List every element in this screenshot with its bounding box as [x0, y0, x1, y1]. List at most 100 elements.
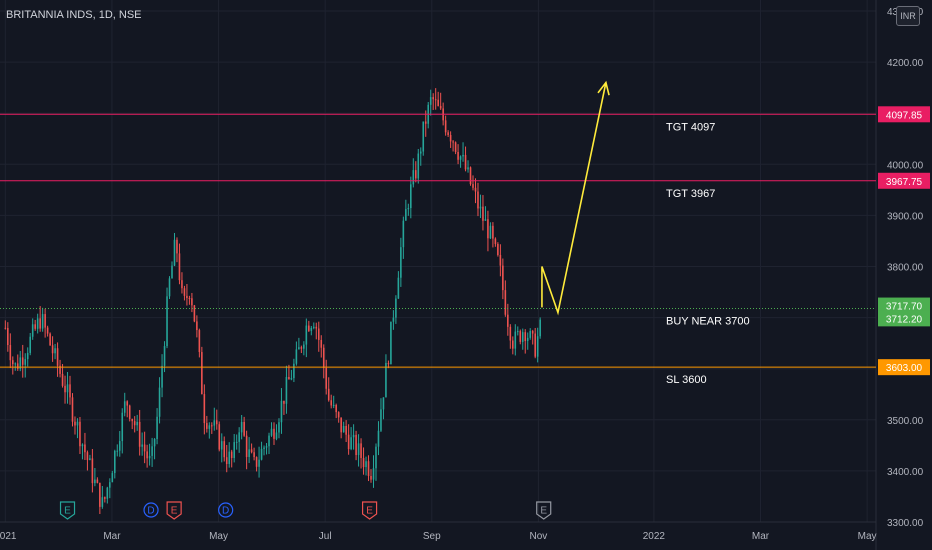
candle-body — [534, 333, 536, 357]
price-tick-label: 4000.00 — [887, 160, 924, 171]
candle-body — [285, 376, 288, 404]
price-tick-label: 3300.00 — [887, 518, 924, 529]
candle-body — [407, 208, 410, 210]
time-tick-label: Sep — [423, 531, 441, 542]
candle-body — [303, 344, 305, 349]
event-marker-letter: D — [147, 506, 154, 517]
candle-body — [109, 482, 111, 488]
candle-body — [487, 219, 489, 239]
candle-body — [54, 348, 56, 354]
candle-body — [526, 337, 529, 342]
candle-body — [444, 120, 447, 133]
candle-body — [206, 423, 208, 429]
candle-body — [337, 412, 340, 418]
candle-body — [171, 265, 173, 279]
candle-body — [143, 444, 146, 452]
level-annotation: TGT 4097 — [666, 121, 715, 133]
candle-body — [198, 330, 201, 353]
candle-body — [21, 357, 24, 365]
candle-body — [295, 349, 298, 364]
projection-path[interactable] — [541, 82, 607, 316]
candle-body — [9, 345, 12, 361]
symbol-title: BRITANNIA INDS, 1D, NSE — [6, 9, 142, 21]
candle-body — [340, 417, 342, 433]
price-tick-label: 3800.00 — [887, 263, 924, 274]
candle-body — [84, 444, 86, 453]
candle-body — [186, 295, 188, 299]
candle-body — [16, 363, 19, 369]
candle-body — [265, 446, 268, 448]
candle-body — [111, 473, 114, 483]
candle-body — [96, 479, 99, 483]
candle-body — [233, 442, 235, 458]
time-tick-label: Nov — [529, 531, 547, 542]
candle-body — [439, 105, 442, 109]
candle-body — [419, 151, 422, 154]
candle-body — [138, 421, 141, 447]
price-tick-label: 4200.00 — [887, 58, 924, 69]
level-annotation: BUY NEAR 3700 — [666, 316, 750, 328]
candle-body — [305, 325, 308, 345]
price-axis-tag — [878, 172, 930, 189]
candle-body — [76, 421, 79, 426]
candle-body — [390, 321, 392, 365]
candle-body — [275, 432, 278, 439]
candle-body — [250, 449, 253, 453]
candle-body — [462, 154, 464, 157]
level-annotation: TGT 3967 — [666, 188, 715, 200]
candle-body — [71, 397, 74, 422]
candle-body — [213, 420, 216, 426]
currency-badge[interactable]: INR — [896, 6, 920, 26]
candle-body — [317, 328, 320, 340]
candle-body — [123, 401, 126, 413]
candle-body — [163, 346, 166, 366]
time-tick-label: 2022 — [643, 531, 666, 542]
earnings-marker[interactable] — [361, 501, 378, 520]
candle-body — [153, 439, 156, 447]
event-marker-letter: E — [540, 506, 547, 517]
candle-body — [66, 384, 69, 393]
candle-body — [452, 141, 454, 143]
candle-body — [133, 421, 136, 426]
candle-body — [347, 434, 350, 450]
candle-body — [380, 409, 382, 431]
candle-body — [429, 97, 432, 105]
candle-body — [484, 219, 487, 221]
candle-body — [424, 121, 427, 124]
earnings-marker[interactable] — [166, 501, 182, 520]
candle-body — [400, 247, 402, 278]
candle-body — [81, 444, 84, 447]
candle-body — [385, 362, 387, 398]
dividend-marker[interactable] — [143, 502, 159, 518]
candle-body — [308, 325, 310, 331]
candle-body — [494, 238, 497, 244]
candle-body — [370, 475, 372, 480]
candle-body — [288, 376, 290, 380]
earnings-marker[interactable] — [59, 501, 76, 520]
candle-body — [509, 326, 512, 341]
candle-body — [29, 336, 32, 353]
candle-body — [44, 314, 46, 328]
price-axis-tag-label: 3603.00 — [886, 363, 923, 374]
candle-body — [514, 331, 517, 349]
candle-body — [260, 448, 263, 460]
candle-body — [94, 479, 96, 484]
candle-body — [56, 348, 59, 366]
candle-body — [325, 367, 328, 389]
candle-body — [529, 330, 532, 338]
candle-body — [280, 400, 283, 423]
candle-body — [437, 99, 439, 106]
candle-body — [141, 444, 143, 447]
candle-body — [322, 347, 325, 368]
candle-body — [113, 450, 116, 474]
candle-body — [223, 441, 226, 458]
time-tick-label: Mar — [752, 531, 770, 542]
candle-body — [201, 352, 203, 395]
candle-body — [61, 373, 64, 386]
candle-body — [255, 457, 258, 467]
earnings-marker[interactable] — [536, 501, 552, 520]
candle-body — [350, 437, 352, 450]
dividend-marker[interactable] — [218, 502, 234, 518]
candle-body — [410, 184, 412, 209]
